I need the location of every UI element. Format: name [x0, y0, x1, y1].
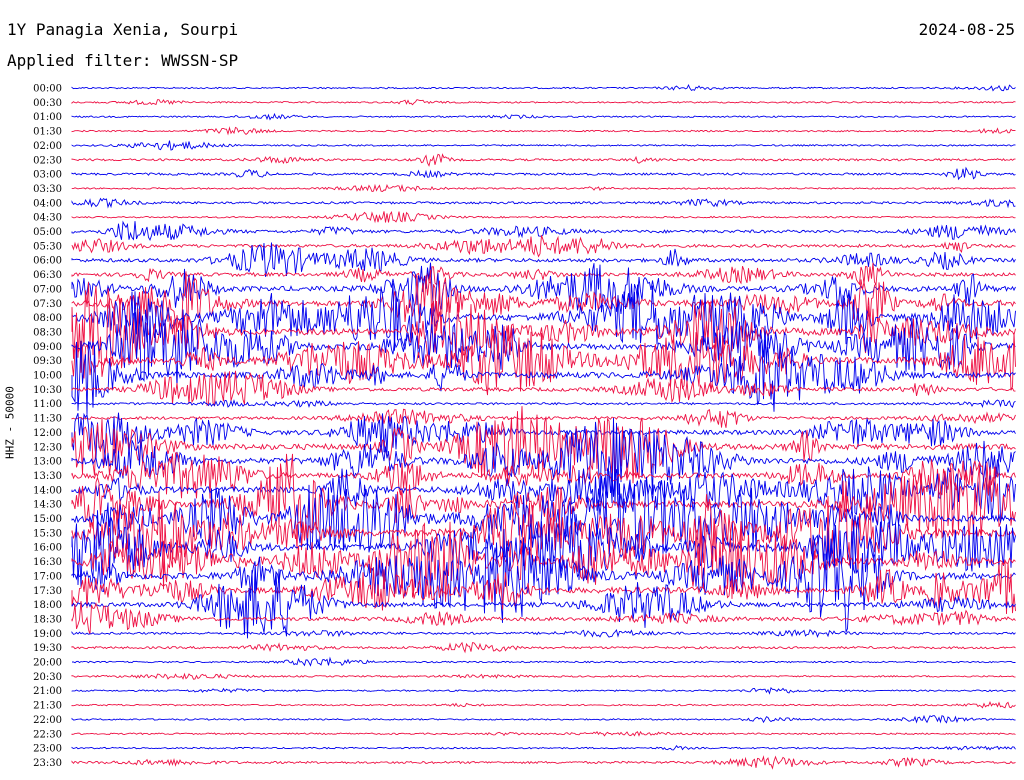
- row-label: 20:30: [33, 672, 62, 683]
- row-label: 13:00: [33, 457, 62, 468]
- trace-line: [71, 459, 1016, 520]
- row-label: 08:30: [33, 327, 62, 338]
- trace-line: [71, 453, 1016, 551]
- row-label: 02:00: [33, 141, 62, 152]
- trace-line: [71, 755, 1016, 770]
- trace-line: [71, 730, 1016, 737]
- trace-line: [71, 370, 1016, 407]
- trace-line: [71, 687, 1016, 695]
- trace-line: [71, 701, 1016, 709]
- row-label: 16:30: [33, 557, 62, 568]
- trace-line: [71, 282, 1016, 377]
- row-label: 11:00: [33, 399, 62, 410]
- row-label: 07:30: [33, 299, 62, 310]
- row-label: 14:00: [33, 485, 62, 496]
- row-label: 12:00: [33, 428, 62, 439]
- trace-line: [71, 153, 1016, 167]
- row-label: 19:30: [33, 643, 62, 654]
- trace-line: [71, 656, 1016, 667]
- trace-line: [71, 140, 1016, 151]
- trace-line: [71, 235, 1016, 258]
- trace-line: [71, 452, 1016, 499]
- row-label: 15:30: [33, 528, 62, 539]
- row-label: 14:30: [33, 500, 62, 511]
- row-label: 06:00: [33, 256, 62, 267]
- trace-line: [71, 672, 1016, 680]
- row-label: 09:30: [33, 356, 62, 367]
- trace-line: [71, 714, 1016, 724]
- row-label: 21:30: [33, 701, 62, 712]
- row-label: 13:30: [33, 471, 62, 482]
- trace-line: [71, 183, 1016, 193]
- row-label: 03:00: [33, 170, 62, 181]
- trace-line: [71, 305, 1016, 387]
- row-label: 18:00: [33, 600, 62, 611]
- filter-label: Applied filter: WWSSN-SP: [7, 51, 239, 70]
- trace-line: [71, 519, 1016, 633]
- trace-line: [71, 211, 1016, 224]
- row-label: 07:00: [33, 284, 62, 295]
- trace-line: [71, 166, 1016, 181]
- trace-line: [71, 197, 1016, 209]
- trace-line: [71, 566, 1016, 639]
- row-label: 23:00: [33, 744, 62, 755]
- row-label: 22:00: [33, 715, 62, 726]
- row-label: 10:00: [33, 371, 62, 382]
- row-label: 00:30: [33, 98, 62, 109]
- row-label: 18:30: [33, 614, 62, 625]
- trace-line: [71, 476, 1016, 560]
- row-label: 04:00: [33, 198, 62, 209]
- trace-line: [71, 408, 1016, 428]
- trace-line: [71, 745, 1016, 751]
- row-label: 23:30: [33, 758, 62, 769]
- date-label: 2024-08-25: [918, 20, 1015, 39]
- row-label: 06:30: [33, 270, 62, 281]
- row-label: 04:30: [33, 213, 62, 224]
- row-label: 17:00: [33, 571, 62, 582]
- row-label: 20:00: [33, 658, 62, 669]
- trace-line: [71, 99, 1016, 106]
- trace-line: [71, 325, 1016, 396]
- row-label: 05:30: [33, 241, 62, 252]
- trace-line: [71, 262, 1016, 286]
- trace-line: [71, 628, 1016, 638]
- row-label: 19:00: [33, 629, 62, 640]
- trace-line: [71, 112, 1016, 121]
- row-label: 09:00: [33, 342, 62, 353]
- row-label: 22:30: [33, 729, 62, 740]
- trace-line: [71, 339, 1016, 415]
- trace-line: [71, 641, 1016, 654]
- trace-line: [71, 417, 1016, 506]
- row-label: 11:30: [33, 414, 62, 425]
- row-label: 02:30: [33, 155, 62, 166]
- row-label: 17:30: [33, 586, 62, 597]
- trace-line: [71, 412, 1016, 459]
- trace-line: [71, 220, 1016, 241]
- trace-line: [71, 399, 1016, 409]
- row-label: 21:00: [33, 686, 62, 697]
- station-title: 1Y Panagia Xenia, Sourpi: [7, 20, 239, 39]
- trace-line: [71, 126, 1016, 136]
- row-label: 15:00: [33, 514, 62, 525]
- row-label: 12:30: [33, 442, 62, 453]
- trace-line: [71, 600, 1016, 635]
- trace-line: [71, 262, 1016, 316]
- row-label: 08:00: [33, 313, 62, 324]
- trace-line: [71, 283, 1016, 351]
- trace-line: [71, 84, 1016, 92]
- row-label: 16:00: [33, 543, 62, 554]
- row-label: 01:30: [33, 127, 62, 138]
- trace-line: [71, 242, 1016, 277]
- trace-line: [71, 270, 1016, 344]
- row-label: 05:00: [33, 227, 62, 238]
- row-label: 10:30: [33, 385, 62, 396]
- trace-line: [71, 560, 1016, 615]
- row-label: 00:00: [33, 84, 62, 95]
- row-label: 03:30: [33, 184, 62, 195]
- row-label: 01:00: [33, 112, 62, 123]
